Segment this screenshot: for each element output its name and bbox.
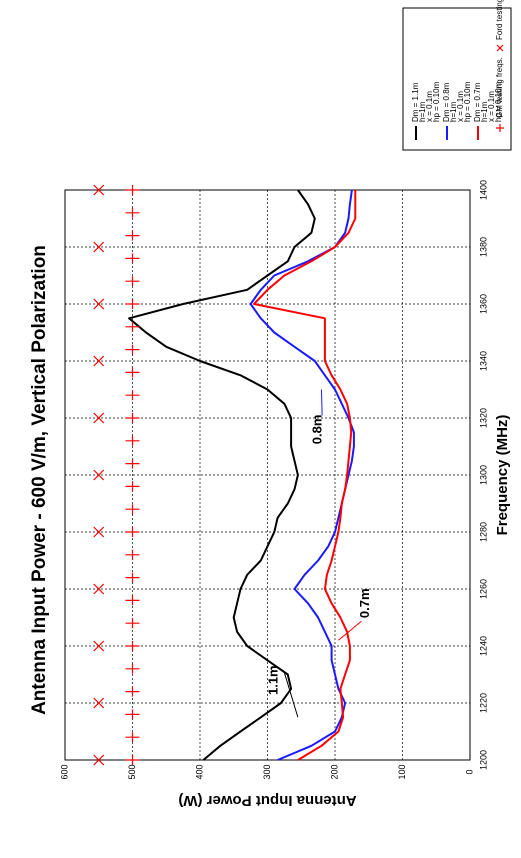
legend-box: [402, 7, 512, 151]
legend-ford-label: Ford testing freqs.: [495, 0, 504, 40]
x-tick-label: 1400: [478, 180, 488, 200]
gm-test-marker: [125, 230, 140, 241]
legend-entry-label: hp = 0.10m: [463, 81, 472, 122]
annotation-leader: [283, 672, 299, 718]
gm-test-marker: [125, 572, 140, 583]
ford-test-marker: [93, 298, 105, 310]
ford-test-marker: [93, 583, 105, 595]
gm-test-marker: [125, 481, 140, 492]
plot-area: 1200 1220 1240 1260 1280 1300 1320 1340 1360 1380…: [29, 180, 511, 809]
legend-entry-label: x = 0.1m: [487, 91, 496, 122]
series-line-2: [253, 190, 357, 761]
y-tick-label: 100: [397, 764, 407, 779]
ford-test-marker: [93, 355, 105, 367]
ford-test-marker: [93, 469, 105, 481]
legend-gm-marker: [496, 124, 504, 132]
legend-entry-label: hp = 0.10m: [494, 81, 503, 122]
y-tick-label: 0: [464, 769, 474, 774]
y-tick-label: 400: [194, 764, 204, 779]
gm-test-marker: [125, 458, 140, 469]
gm-test-marker: [125, 253, 140, 264]
annotation-leader: [321, 389, 323, 416]
legend-entry-label: h=1m: [480, 101, 489, 122]
gm-test-marker: [125, 435, 140, 446]
legend-entry-label: Dm = 0.7m: [473, 82, 482, 122]
gm-test-marker: [125, 549, 140, 560]
chart-title: Antenna Input Power - 600 V/m, Vertical …: [29, 245, 50, 715]
legend-gm-label: GM testing freqs.: [495, 57, 504, 118]
legend-entry-label: Dm = 0.8m: [442, 82, 451, 122]
gm-test-marker: [125, 709, 140, 720]
gm-test-marker: [125, 299, 140, 309]
gm-test-marker: [125, 527, 140, 537]
legend-entry-label: hp = 0.10m: [432, 81, 441, 122]
x-tick-label: 1380: [478, 237, 488, 257]
legend-entry-label: x = 0.1m: [425, 91, 434, 122]
y-tick-label: 500: [127, 764, 137, 779]
legend-entry-label: Dm = 1.1m: [411, 82, 420, 122]
y-axis-title: Antenna Input Power (W): [178, 792, 356, 809]
x-tick-label: 1320: [478, 408, 488, 428]
gm-test-marker: [125, 207, 140, 218]
gm-test-marker: [125, 686, 140, 697]
ford-test-marker: [93, 697, 105, 709]
series-annotation: 0.8m: [310, 415, 325, 445]
gm-test-marker: [125, 663, 140, 674]
gm-test-marker: [125, 755, 140, 765]
x-axis-title: Frequency (MHz): [494, 415, 511, 536]
gm-test-marker: [125, 618, 140, 629]
y-tick-label: 600: [59, 764, 69, 779]
annotation-leader: [338, 620, 362, 641]
gm-test-marker: [125, 276, 140, 287]
ford-test-marker: [93, 754, 105, 766]
x-tick-label: 1200: [478, 750, 488, 770]
gm-test-marker: [125, 413, 140, 423]
gm-test-marker: [125, 732, 140, 743]
gm-test-marker: [125, 344, 140, 355]
series-line-0: [128, 189, 316, 761]
gm-test-marker: [125, 641, 140, 651]
ford-test-marker: [93, 412, 105, 424]
x-tick-label: 1240: [478, 636, 488, 656]
y-tick-label: 200: [329, 764, 339, 779]
series-line-1: [249, 189, 355, 761]
ford-test-marker: [93, 184, 105, 196]
x-tick-label: 1280: [478, 522, 488, 542]
gm-test-marker: [125, 367, 140, 378]
legend-entry-label: h=1m: [449, 101, 458, 122]
x-tick-label: 1300: [478, 465, 488, 485]
ford-test-marker: [93, 526, 105, 538]
gm-test-marker: [125, 595, 140, 606]
legend-entry-label: h=1m: [418, 101, 427, 122]
x-tick-label: 1340: [478, 351, 488, 371]
legend-ford-marker: [496, 44, 504, 52]
ford-test-marker: [93, 640, 105, 652]
x-tick-label: 1360: [478, 294, 488, 314]
x-tick-label: 1260: [478, 579, 488, 599]
gm-test-marker: [125, 321, 140, 332]
legend-entry-label: x = 0.1m: [456, 91, 465, 122]
x-tick-label: 1220: [478, 693, 488, 713]
gm-test-marker: [125, 504, 140, 515]
y-tick-label: 300: [262, 764, 272, 779]
series-annotation: 0.7m: [357, 588, 372, 618]
gm-test-marker: [125, 390, 140, 401]
series-annotation: 1.1m: [266, 665, 281, 695]
gm-test-marker: [125, 185, 140, 195]
ford-test-marker: [93, 241, 105, 253]
